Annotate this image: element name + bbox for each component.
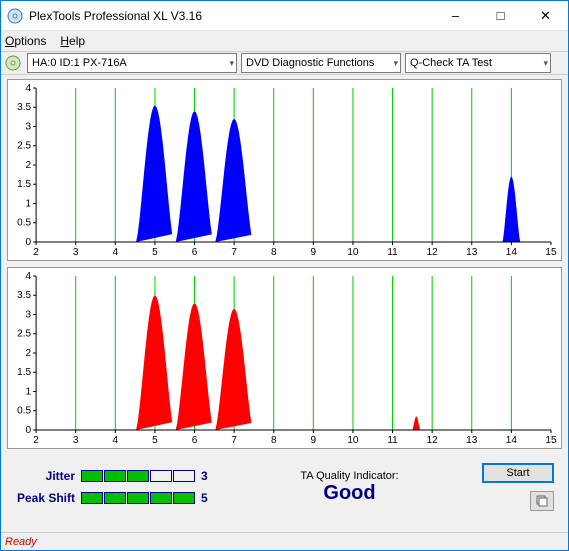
status-text: Ready [5,536,37,548]
copy-button[interactable] [530,491,554,511]
peakshift-value: 5 [201,491,217,505]
peakshift-blocks [81,492,195,504]
main-panel: 00.511.522.533.5423456789101112131415 00… [1,75,568,532]
svg-text:0.5: 0.5 [17,406,31,417]
meter-block [173,470,195,482]
menu-bar: Options Help [1,31,568,51]
window-title: PlexTools Professional XL V3.16 [29,9,433,23]
window-controls: – □ ✕ [433,1,568,31]
action-area: Start [482,463,554,511]
jitter-label: Jitter [15,469,75,483]
title-bar: PlexTools Professional XL V3.16 – □ ✕ [1,1,568,31]
functions-dropdown-value: DVD Diagnostic Functions [246,57,374,69]
functions-dropdown[interactable]: DVD Diagnostic Functions ▾ [241,53,401,73]
svg-text:0: 0 [26,425,32,436]
chevron-down-icon: ▾ [393,58,398,69]
svg-text:7: 7 [231,247,237,258]
svg-text:2: 2 [26,160,32,171]
jitter-row: Jitter 3 [15,469,217,483]
svg-text:13: 13 [466,435,478,446]
svg-text:15: 15 [545,435,557,446]
svg-text:13: 13 [466,247,478,258]
quality-indicator: TA Quality Indicator: Good [217,470,482,505]
app-icon [7,8,23,24]
device-dropdown-value: HA:0 ID:1 PX-716A [32,57,127,69]
copy-icon [535,494,549,508]
svg-text:4: 4 [26,271,32,282]
start-button[interactable]: Start [482,463,554,483]
meter-block [127,492,149,504]
svg-text:2: 2 [33,435,39,446]
svg-text:3: 3 [26,310,32,321]
svg-text:3.5: 3.5 [17,290,31,301]
svg-text:3.5: 3.5 [17,102,31,113]
svg-text:2: 2 [26,348,32,359]
menu-options[interactable]: Options [5,34,46,48]
svg-text:11: 11 [387,435,398,446]
peakshift-label: Peak Shift [15,491,75,505]
minimize-button[interactable]: – [433,1,478,31]
quality-value: Good [323,482,375,505]
status-bar: Ready [1,532,568,550]
metrics: Jitter 3 Peak Shift 5 [15,469,217,505]
meter-block [81,470,103,482]
svg-text:0.5: 0.5 [17,218,31,229]
bottom-panel: Jitter 3 Peak Shift 5 TA Quality Indicat… [7,455,562,519]
jitter-blocks [81,470,195,482]
test-dropdown[interactable]: Q-Check TA Test ▾ [405,53,551,73]
peakshift-row: Peak Shift 5 [15,491,217,505]
meter-block [104,470,126,482]
disc-icon [5,55,21,71]
chevron-down-icon: ▾ [229,58,234,69]
svg-text:15: 15 [545,247,557,258]
svg-text:4: 4 [26,83,32,94]
svg-text:3: 3 [26,122,32,133]
meter-block [104,492,126,504]
svg-text:14: 14 [506,435,518,446]
svg-text:1.5: 1.5 [17,179,31,190]
svg-text:8: 8 [271,247,277,258]
svg-text:5: 5 [152,247,158,258]
svg-text:1: 1 [26,199,32,210]
svg-text:8: 8 [271,435,277,446]
chevron-down-icon: ▾ [543,58,548,69]
svg-text:2: 2 [33,247,39,258]
svg-text:11: 11 [387,247,398,258]
quality-label: TA Quality Indicator: [300,470,398,482]
svg-text:9: 9 [311,247,317,258]
svg-text:4: 4 [113,247,119,258]
svg-text:6: 6 [192,247,198,258]
svg-text:3: 3 [73,435,79,446]
svg-text:10: 10 [347,247,359,258]
svg-text:9: 9 [311,435,317,446]
svg-text:0: 0 [26,237,32,248]
test-dropdown-value: Q-Check TA Test [410,57,492,69]
svg-text:4: 4 [113,435,119,446]
jitter-value: 3 [201,469,217,483]
toolbar: HA:0 ID:1 PX-716A ▾ DVD Diagnostic Functi… [1,51,568,75]
svg-text:10: 10 [347,435,359,446]
svg-text:12: 12 [427,247,439,258]
close-button[interactable]: ✕ [523,1,568,31]
svg-text:12: 12 [427,435,439,446]
svg-text:1.5: 1.5 [17,367,31,378]
svg-text:2.5: 2.5 [17,141,31,152]
meter-block [150,492,172,504]
svg-text:3: 3 [73,247,79,258]
svg-text:1: 1 [26,387,32,398]
meter-block [173,492,195,504]
svg-text:2.5: 2.5 [17,329,31,340]
chart-top: 0 0.5 1 1.5 2 2.5 3 3.5 4 2 3 4 5 6 7 8 9 10 11 12 13 14 15 [7,79,562,261]
meter-block [150,470,172,482]
svg-text:5: 5 [152,435,158,446]
svg-text:6: 6 [192,435,198,446]
device-dropdown[interactable]: HA:0 ID:1 PX-716A ▾ [27,53,237,73]
meter-block [81,492,103,504]
menu-help[interactable]: Help [60,34,85,48]
svg-text:14: 14 [506,247,518,258]
chart-bottom: 0 0.5 1 1.5 2 2.5 3 3.5 4 2 3 4 5 6 7 8 9 10 11 12 13 14 15 [7,267,562,449]
maximize-button[interactable]: □ [478,1,523,31]
meter-block [127,470,149,482]
svg-text:7: 7 [231,435,237,446]
